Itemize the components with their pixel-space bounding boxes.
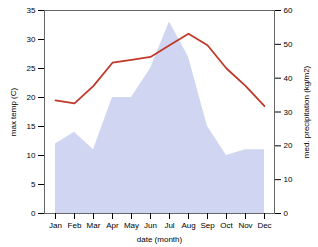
svg-text:Jul: Jul [164,221,174,230]
svg-text:Apr: Apr [106,221,119,230]
svg-text:60: 60 [284,6,293,15]
svg-text:0: 0 [31,209,36,218]
svg-text:Aug: Aug [181,221,195,230]
svg-text:May: May [124,221,139,230]
svg-text:20: 20 [284,141,293,150]
svg-text:50: 50 [284,40,293,49]
svg-text:Feb: Feb [68,221,82,230]
svg-text:Nov: Nov [238,221,252,230]
svg-text:40: 40 [284,74,293,83]
svg-text:Dec: Dec [257,221,271,230]
svg-text:date (month): date (month) [137,235,183,244]
svg-text:10: 10 [27,151,36,160]
svg-text:Jun: Jun [144,221,157,230]
svg-text:0: 0 [284,209,289,218]
svg-text:10: 10 [284,175,293,184]
svg-text:med. precipitation (kg/m2): med. precipitation (kg/m2) [302,65,311,158]
svg-text:25: 25 [27,64,36,73]
svg-text:Jan: Jan [49,221,62,230]
svg-text:Mar: Mar [87,221,101,230]
svg-text:35: 35 [27,6,36,15]
svg-text:5: 5 [31,180,36,189]
svg-text:max temp (C): max temp (C) [9,87,18,136]
svg-text:Oct: Oct [220,221,233,230]
svg-text:30: 30 [27,35,36,44]
svg-text:15: 15 [27,122,36,131]
svg-text:30: 30 [284,108,293,117]
svg-text:20: 20 [27,93,36,102]
svg-text:Sep: Sep [200,221,215,230]
